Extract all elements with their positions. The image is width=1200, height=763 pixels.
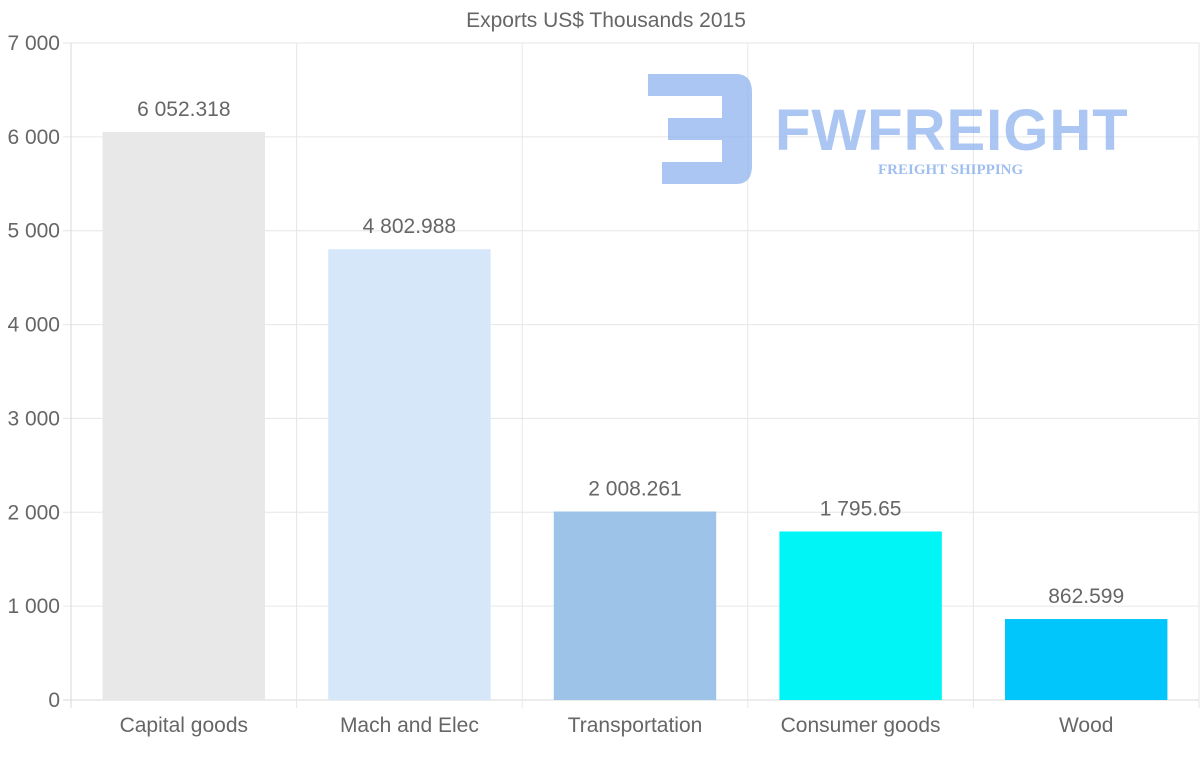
y-tick-label: 6 000 (7, 126, 60, 149)
y-tick-label: 2 000 (7, 501, 60, 524)
bar-capital-goods (102, 131, 266, 701)
y-tick-label: 0 (48, 689, 60, 712)
x-tick-label: Wood (1059, 714, 1113, 737)
watermark-brand: FWFREIGHT (775, 98, 1129, 163)
y-tick-label: 3 000 (7, 407, 60, 430)
y-tick-label: 7 000 (7, 32, 60, 55)
chart-title: Exports US$ Thousands 2015 (466, 9, 746, 32)
bar-transportation (553, 511, 717, 700)
bar-consumer-goods (779, 531, 942, 700)
data-label: 4 802.988 (363, 215, 456, 238)
x-tick-label: Capital goods (120, 714, 248, 737)
data-labels: 6 052.318 4 802.988 2 008.261 1 795.65 862.5… (137, 98, 1124, 608)
data-label: 6 052.318 (137, 98, 230, 121)
y-axis: 0 1 000 2 000 3 000 4 000 5 000 6 000 7 000 (7, 32, 60, 712)
bar-wood (1004, 619, 1168, 700)
x-tick-label: Mach and Elec (340, 714, 479, 737)
watermark-tagline: FREIGHT SHIPPING (878, 162, 1023, 178)
data-label: 1 795.65 (820, 497, 902, 520)
y-tick-label: 4 000 (7, 314, 60, 337)
x-tick-label: Consumer goods (781, 714, 941, 737)
data-label: 862.599 (1048, 585, 1124, 608)
x-axis: Capital goods Mach and Elec Transportation… (120, 714, 1114, 737)
bar-mach-and-elec (328, 249, 491, 701)
bars (102, 131, 1168, 701)
x-tick-label: Transportation (568, 714, 703, 737)
fwfreight-watermark: FWFREIGHT FREIGHT SHIPPING (648, 74, 1129, 184)
fwfreight-logo-icon (648, 74, 752, 184)
y-tick-label: 1 000 (7, 595, 60, 618)
y-tick-label: 5 000 (7, 220, 60, 243)
data-label: 2 008.261 (588, 478, 681, 501)
